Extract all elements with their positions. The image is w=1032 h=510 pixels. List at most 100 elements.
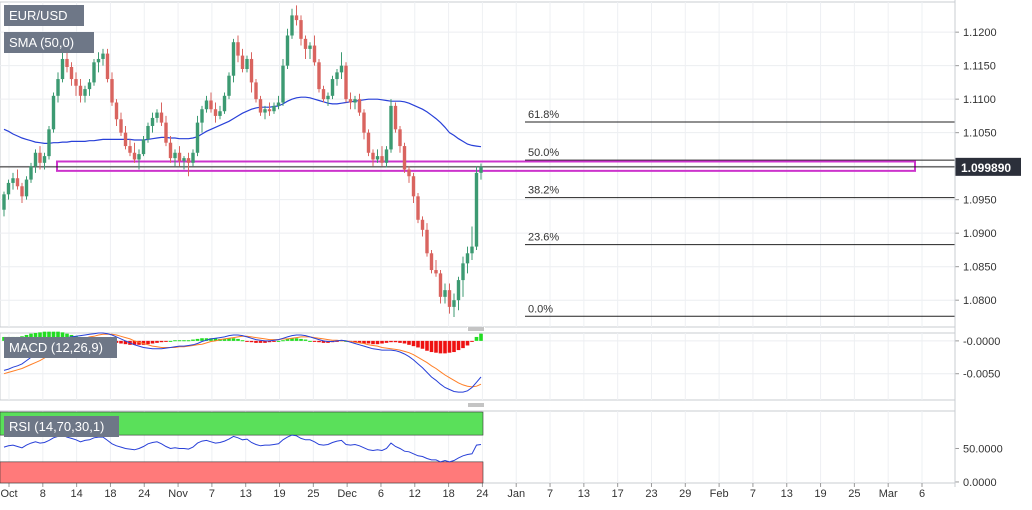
candle-body bbox=[29, 166, 33, 180]
sma-badge[interactable] bbox=[4, 32, 94, 53]
candle bbox=[335, 69, 339, 86]
macd-histogram-bar bbox=[159, 340, 164, 343]
candle bbox=[146, 122, 150, 143]
resistance-zone[interactable] bbox=[56, 160, 916, 172]
price-tick-label: 1.1200 bbox=[963, 27, 997, 39]
price-tick-label: 1.0850 bbox=[963, 262, 997, 274]
candle bbox=[6, 179, 11, 200]
macd-histogram-bar bbox=[281, 340, 285, 342]
current-price-tag: 1.099890 bbox=[955, 157, 1021, 176]
candle-body bbox=[96, 58, 101, 63]
symbol-badge[interactable] bbox=[4, 5, 84, 26]
macd-histogram-bar bbox=[186, 340, 191, 342]
candle bbox=[474, 166, 479, 250]
candle bbox=[263, 105, 267, 120]
time-tick-label: 24 bbox=[138, 488, 150, 500]
candle bbox=[29, 162, 33, 183]
candle-body bbox=[186, 158, 191, 163]
time-tick-label: Oct bbox=[0, 488, 17, 500]
candle-body bbox=[173, 152, 177, 159]
candle bbox=[407, 166, 411, 183]
macd-histogram-bar bbox=[353, 340, 357, 343]
candle-body bbox=[110, 79, 114, 103]
candle bbox=[222, 92, 227, 114]
macd-histogram-bar bbox=[146, 340, 150, 345]
candle bbox=[393, 102, 398, 133]
candle bbox=[105, 48, 110, 83]
candle bbox=[56, 72, 60, 103]
candle bbox=[92, 58, 96, 86]
candle-body bbox=[456, 280, 461, 301]
candle bbox=[15, 169, 20, 190]
candle-body bbox=[42, 156, 47, 163]
candle-body bbox=[312, 45, 317, 63]
candle bbox=[258, 95, 263, 116]
macd-histogram-bar bbox=[461, 340, 465, 349]
time-tick-label: 29 bbox=[679, 488, 691, 500]
candle-body bbox=[83, 89, 87, 96]
macd-badge[interactable] bbox=[4, 337, 117, 358]
candle-body bbox=[420, 219, 425, 230]
candle-body bbox=[123, 132, 128, 147]
macd-histogram-bar bbox=[222, 338, 227, 341]
candle-body bbox=[2, 194, 6, 210]
candle bbox=[447, 283, 452, 314]
candle-body bbox=[20, 186, 24, 197]
macd-histogram-bar bbox=[321, 340, 326, 343]
macd-histogram-bar bbox=[375, 340, 380, 345]
candle-body bbox=[285, 35, 290, 66]
time-tick-label: 24 bbox=[476, 488, 488, 500]
candle bbox=[285, 28, 290, 70]
candle-body bbox=[159, 112, 164, 123]
candle bbox=[150, 112, 155, 133]
macd-histogram-bar bbox=[236, 338, 240, 341]
candle bbox=[470, 226, 474, 260]
macd-histogram-bar bbox=[389, 340, 393, 343]
candle bbox=[254, 79, 258, 103]
candle-body bbox=[56, 79, 60, 96]
candle-body bbox=[33, 152, 38, 167]
candle-body bbox=[87, 82, 92, 90]
rsi-line bbox=[3, 434, 482, 463]
time-tick-label: 7 bbox=[547, 488, 553, 500]
macd-histogram-bar bbox=[362, 340, 366, 344]
candle bbox=[303, 35, 308, 59]
macd-histogram-bar bbox=[290, 338, 294, 341]
candle bbox=[177, 146, 182, 167]
candle bbox=[101, 48, 105, 66]
candle-body bbox=[128, 146, 132, 153]
candle bbox=[51, 92, 56, 133]
macd-histogram-bar bbox=[213, 338, 218, 341]
fib-level-label: 23.6% bbox=[528, 232, 559, 244]
candle-body bbox=[24, 179, 29, 197]
candle-body bbox=[362, 112, 366, 133]
candle-body bbox=[150, 117, 155, 126]
macd-histogram-bar bbox=[447, 340, 452, 353]
candle bbox=[119, 112, 123, 137]
candle-body bbox=[6, 182, 11, 195]
candle-body bbox=[218, 111, 222, 116]
candle bbox=[249, 52, 254, 93]
candle bbox=[236, 35, 240, 63]
candle-body bbox=[465, 253, 470, 264]
macd-histogram-bar bbox=[285, 338, 290, 341]
rsi-tick-label: 50.0000 bbox=[963, 443, 1003, 455]
candle-body bbox=[335, 72, 339, 80]
candle-body bbox=[371, 152, 375, 160]
candle bbox=[317, 58, 321, 93]
candle-body bbox=[213, 109, 218, 116]
candle-body bbox=[389, 105, 393, 150]
candle bbox=[65, 52, 69, 73]
macd-histogram-bar bbox=[299, 338, 303, 341]
candle bbox=[155, 109, 159, 123]
rsi-badge[interactable] bbox=[4, 416, 119, 437]
candle-body bbox=[101, 53, 105, 59]
candle bbox=[245, 55, 249, 73]
candle-body bbox=[425, 229, 429, 254]
candle bbox=[141, 136, 146, 157]
candle-body bbox=[470, 246, 474, 254]
macd-histogram-bar bbox=[438, 340, 443, 354]
macd-histogram-bar bbox=[209, 338, 213, 341]
macd-histogram-bar bbox=[294, 338, 299, 341]
time-tick-label: 13 bbox=[240, 488, 252, 500]
